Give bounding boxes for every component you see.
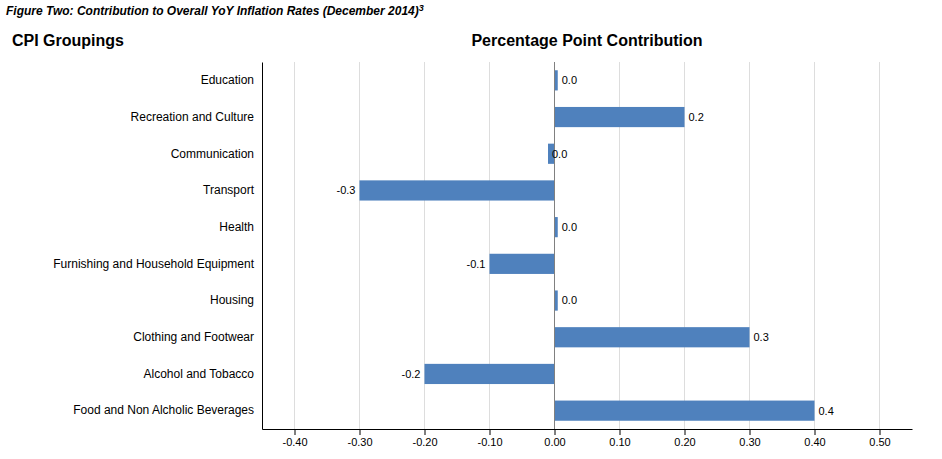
tick-label: -0.30 [347,436,372,448]
tick-label: 0.40 [804,436,825,448]
tick: -0.40 [282,429,307,448]
data-label: 0.0 [562,74,577,86]
title: Figure Two: Contribution to Overall YoY … [6,4,419,18]
data-label: 0.0 [552,148,567,160]
category-label: Transport [203,183,255,197]
chart: -0.40-0.30-0.20-0.100.000.100.200.300.40… [0,0,942,459]
tick: 0.10 [609,429,630,448]
tick-mark [815,429,816,435]
data-label: -0.2 [402,368,421,380]
category-label: Recreation and Culture [131,110,255,124]
x-axis: -0.40 -0.30 -0.20 -0.10 0.00 0.10 0.20 0.30 0.40… [263,429,913,448]
bar [555,401,815,421]
tick-label: 0.50 [869,436,890,448]
tick: -0.20 [412,429,437,448]
bar [555,107,685,127]
category-label: Food and Non Alcholic Beverages [73,403,254,417]
tick-label: -0.20 [412,436,437,448]
axis-line [262,63,263,430]
tick: 0.50 [869,429,890,448]
zero-line [554,62,555,429]
tick-mark [490,429,491,435]
grid-line [749,62,750,429]
tick-mark [880,429,881,435]
tick-label: 0.30 [739,436,760,448]
category-label: Communication [171,147,254,161]
tick-mark [750,429,751,435]
tick-label: 0.10 [609,436,630,448]
tick: Clothing and Footwear [133,330,262,344]
tick-mark [620,429,621,435]
tick: Housing [210,293,262,307]
category-label: Furnishing and Household Equipment [53,257,254,271]
tick-mark [555,429,556,435]
tick: Food and Non Alcholic Beverages [73,403,262,417]
bar [490,254,555,274]
tick: 0.00 [544,429,565,448]
tick: 0.30 [739,429,760,448]
grid [295,62,880,429]
tick: Furnishing and Household Equipment [53,257,262,271]
tick: Transport [203,183,262,197]
data-label: -0.1 [467,258,486,270]
x-axis-title: Percentage Point Contribution [471,32,702,49]
data-label: 0.0 [562,221,577,233]
tick: Alcohol and Tobacco [143,367,262,381]
data-label: -0.3 [337,184,356,196]
tick: -0.10 [477,429,502,448]
title-superscript: 3 [419,3,424,13]
bars [360,70,815,420]
y-axis: Food and Non Alcholic Beverages Alcohol a… [53,63,262,430]
data-label: 0.4 [819,405,834,417]
grid-line [294,62,295,429]
grid-line [879,62,880,429]
tick: 0.40 [804,429,825,448]
bar [360,180,555,200]
tick-mark [295,429,296,435]
tick: 0.20 [674,429,695,448]
tick-label: -0.40 [282,436,307,448]
category-label: Health [219,220,254,234]
data-label: 0.2 [689,111,704,123]
data-label: 0.3 [754,331,769,343]
tick: Health [219,220,262,234]
tick-mark [425,429,426,435]
category-label: Education [201,73,254,87]
tick-label: 0.20 [674,436,695,448]
category-label: Housing [210,293,254,307]
grid-line [554,62,555,429]
bar [555,327,750,347]
data-labels: 0.4 -0.2 0.3 0.0 -0.1 0.0 -0.3 0.0 0.2 0.0 [337,74,834,416]
category-label: Alcohol and Tobacco [143,367,254,381]
grid-line [359,62,360,429]
tick: -0.30 [347,429,372,448]
category-label: Clothing and Footwear [133,330,254,344]
grid-line [814,62,815,429]
tick: Recreation and Culture [131,110,262,124]
tick: Education [201,73,262,87]
y-axis-title: CPI Groupings [12,32,124,49]
title-line: Figure Two: Contribution to Overall YoY … [6,3,424,18]
tick-mark [685,429,686,435]
tick-mark [360,429,361,435]
tick-label: 0.00 [544,436,565,448]
tick-label: -0.10 [477,436,502,448]
tick: Communication [171,147,262,161]
data-label: 0.0 [562,294,577,306]
bar [425,364,555,384]
